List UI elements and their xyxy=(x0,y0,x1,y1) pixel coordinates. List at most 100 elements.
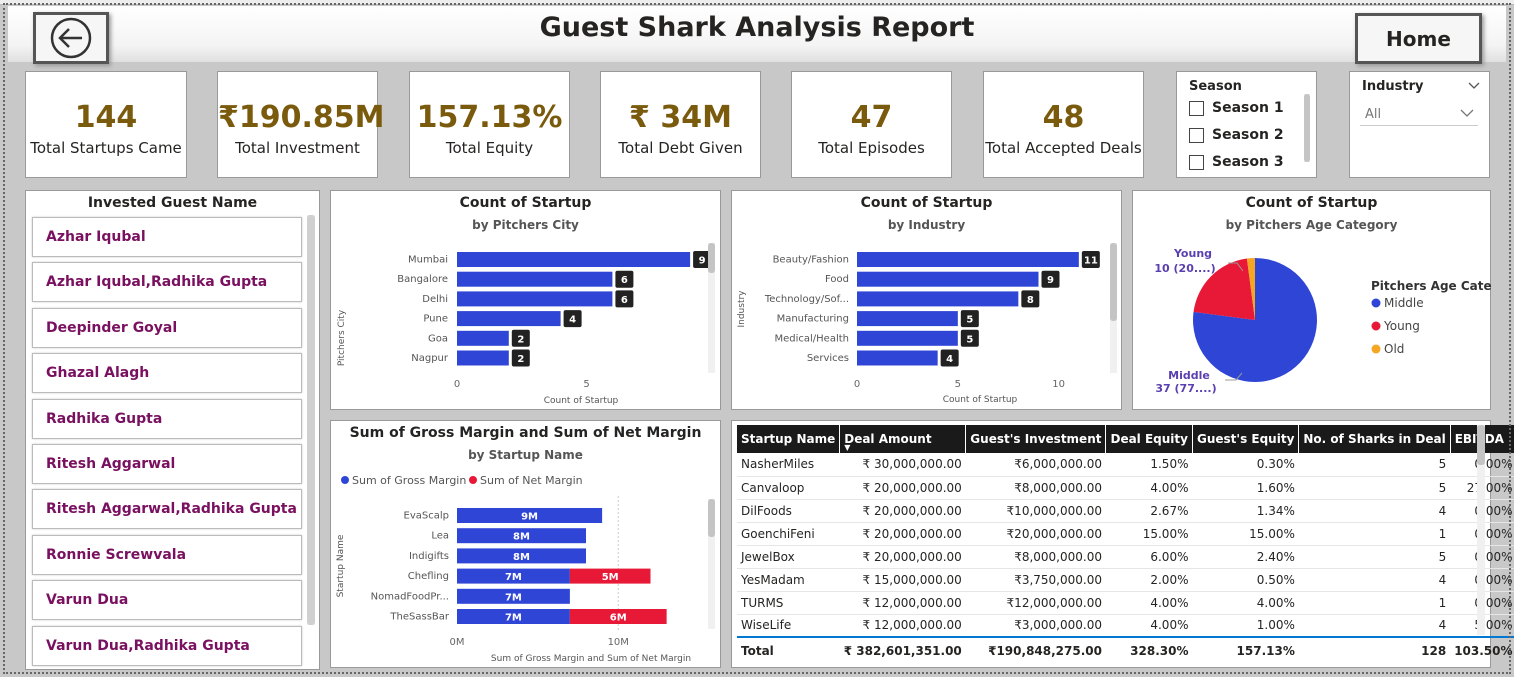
sort-desc-icon[interactable]: ▼ xyxy=(844,443,851,452)
total-cell: 103.50% xyxy=(1450,636,1514,663)
deals-table: Startup Name Deal Amount ▼ Guest's Investme… xyxy=(737,425,1514,663)
guest-item[interactable]: Ronnie Screwvala xyxy=(32,535,302,575)
chart-title: Sum of Gross Margin and Sum of Net Margi… xyxy=(349,425,702,441)
table-row[interactable]: Canvaloop ₹ 20,000,000.00 ₹8,000,000.00 4.0… xyxy=(737,476,1514,500)
total-cell: ₹ 382,601,351.00 xyxy=(839,636,966,663)
guest-item[interactable]: Deepinder Goyal xyxy=(32,308,302,348)
data-label-bg xyxy=(511,349,530,367)
kpi-card-episodes: 47 Total Episodes xyxy=(791,71,952,178)
kpi-value: 48 xyxy=(1042,100,1085,135)
scroll-thumb[interactable] xyxy=(1477,425,1485,465)
chart-scrollbar[interactable] xyxy=(708,499,715,629)
total-cell: 128 xyxy=(1298,636,1451,663)
bar-segment xyxy=(457,528,586,544)
checkbox[interactable] xyxy=(1189,154,1204,170)
table-cell: Canvaloop xyxy=(737,476,840,500)
industry-dropdown[interactable]: All xyxy=(1360,100,1478,126)
kpi-label: Total Accepted Deals xyxy=(985,139,1142,157)
chart-subtitle: by Pitchers City xyxy=(472,218,579,232)
table-cell: YesMadam xyxy=(737,568,840,592)
column-header[interactable]: No. of Sharks in Deal xyxy=(1298,425,1451,453)
category-label: Goa xyxy=(428,333,448,344)
guest-item[interactable]: Ritesh Aggarwal,Radhika Gupta xyxy=(32,489,302,529)
bar xyxy=(457,330,509,346)
chart-scrollbar[interactable] xyxy=(1110,243,1117,373)
column-header[interactable]: Deal Equity xyxy=(1105,425,1193,453)
season-option-2[interactable]: Season 2 xyxy=(1189,127,1284,143)
table-cell: 4 xyxy=(1298,499,1451,523)
bar xyxy=(457,291,613,307)
table-cell: 4 xyxy=(1298,568,1451,592)
column-header[interactable]: Guest's Equity xyxy=(1192,425,1300,453)
checkbox[interactable] xyxy=(1189,127,1204,143)
data-label: 9M xyxy=(521,512,538,523)
data-label: 8M xyxy=(513,552,530,563)
scroll-thumb[interactable] xyxy=(307,215,315,625)
kpi-label: Total Episodes xyxy=(818,139,925,157)
guest-item[interactable]: Azhar Iqubal xyxy=(32,217,302,257)
chevron-down-icon[interactable] xyxy=(1468,82,1480,90)
scroll-thumb[interactable] xyxy=(1304,94,1310,162)
dropdown-value: All xyxy=(1365,107,1382,122)
table-cell: 15.00% xyxy=(1192,522,1299,546)
guest-scrollbar[interactable] xyxy=(307,215,315,625)
guest-list-title: Invested Guest Name xyxy=(87,195,258,211)
scroll-thumb[interactable] xyxy=(708,499,715,537)
legend-label: Young xyxy=(1383,319,1420,333)
guest-item[interactable]: Radhika Gupta xyxy=(32,399,302,439)
table-cell: ₹8,000,000.00 xyxy=(965,545,1106,569)
column-header[interactable]: Guest's Investment xyxy=(965,425,1107,453)
guest-item[interactable]: Ghazal Alagh xyxy=(32,353,302,393)
table-cell: TURMS xyxy=(737,591,840,615)
table-row[interactable]: YesMadam ₹ 15,000,000.00 ₹3,750,000.00 2.00… xyxy=(737,568,1514,592)
table-row[interactable]: JewelBox ₹ 20,000,000.00 ₹8,000,000.00 6.00… xyxy=(737,545,1514,569)
scroll-thumb[interactable] xyxy=(708,243,715,273)
column-header[interactable]: Startup Name xyxy=(737,425,841,453)
pie-value-middle: 37 (77....) xyxy=(1155,382,1216,395)
table-row[interactable]: NasherMiles ₹ 30,000,000.00 ₹6,000,000.00 1… xyxy=(737,453,1514,477)
season-option-3[interactable]: Season 3 xyxy=(1189,154,1284,170)
kpi-card-startups: 144 Total Startups Came xyxy=(25,71,187,178)
data-label: 4 xyxy=(569,315,576,326)
data-label-bg xyxy=(615,290,634,308)
checkbox[interactable] xyxy=(1189,100,1204,116)
season-option-1[interactable]: Season 1 xyxy=(1189,100,1284,116)
legend-marker xyxy=(1371,298,1381,308)
table-cell: 5 xyxy=(1298,453,1451,477)
table-scrollbar[interactable] xyxy=(1477,425,1485,635)
slicer-scrollbar[interactable] xyxy=(1304,94,1310,162)
category-label: Mumbai xyxy=(408,255,448,266)
guest-item[interactable]: Varun Dua,Radhika Gupta xyxy=(32,626,302,666)
back-button[interactable] xyxy=(33,12,109,64)
table-cell: ₹ 30,000,000.00 xyxy=(839,453,966,477)
table-cell: ₹10,000,000.00 xyxy=(965,499,1106,523)
column-header[interactable]: Deal Amount ▼ xyxy=(839,425,967,453)
table-cell: 15.00% xyxy=(1105,522,1193,546)
page-title: Guest Shark Analysis Report xyxy=(539,12,975,43)
home-button[interactable]: Home xyxy=(1355,13,1482,64)
guest-item[interactable]: Varun Dua xyxy=(32,580,302,620)
y-axis-label: Industry xyxy=(737,290,747,328)
table-cell: 0.50% xyxy=(1192,568,1299,592)
table-row[interactable]: DilFoods ₹ 20,000,000.00 ₹10,000,000.00 2.6… xyxy=(737,499,1514,523)
bar xyxy=(857,350,938,366)
bar-segment xyxy=(569,568,651,584)
scroll-thumb[interactable] xyxy=(1110,243,1117,321)
table-cell: ₹ 20,000,000.00 xyxy=(839,499,966,523)
table-cell: 0.30% xyxy=(1192,453,1299,477)
data-label: 5 xyxy=(966,334,973,345)
category-label: Manufacturing xyxy=(777,314,849,325)
age-pie-chart: Young 10 (20....) Middle 37 (77....) Pit… xyxy=(1154,247,1492,395)
guest-item[interactable]: Azhar Iqubal,Radhika Gupta xyxy=(32,262,302,302)
guest-item[interactable]: Ritesh Aggarwal xyxy=(32,444,302,484)
category-label: EvaScalp xyxy=(404,511,449,522)
table-row[interactable]: GoenchiFeni ₹ 20,000,000.00 ₹20,000,000.00… xyxy=(737,522,1514,546)
table-row[interactable]: WiseLife ₹ 12,000,000.00 ₹3,000,000.00 4.00… xyxy=(737,614,1514,638)
legend-label: Middle xyxy=(1384,296,1424,310)
leader-line xyxy=(1228,262,1244,272)
chart-scrollbar[interactable] xyxy=(708,243,715,373)
x-tick-label: 5 xyxy=(955,379,961,390)
table-row[interactable]: TURMS ₹ 12,000,000.00 ₹12,000,000.00 4.00% 4… xyxy=(737,591,1514,615)
pie-value-young: 10 (20....) xyxy=(1154,262,1215,275)
kpi-value: 47 xyxy=(850,100,893,135)
